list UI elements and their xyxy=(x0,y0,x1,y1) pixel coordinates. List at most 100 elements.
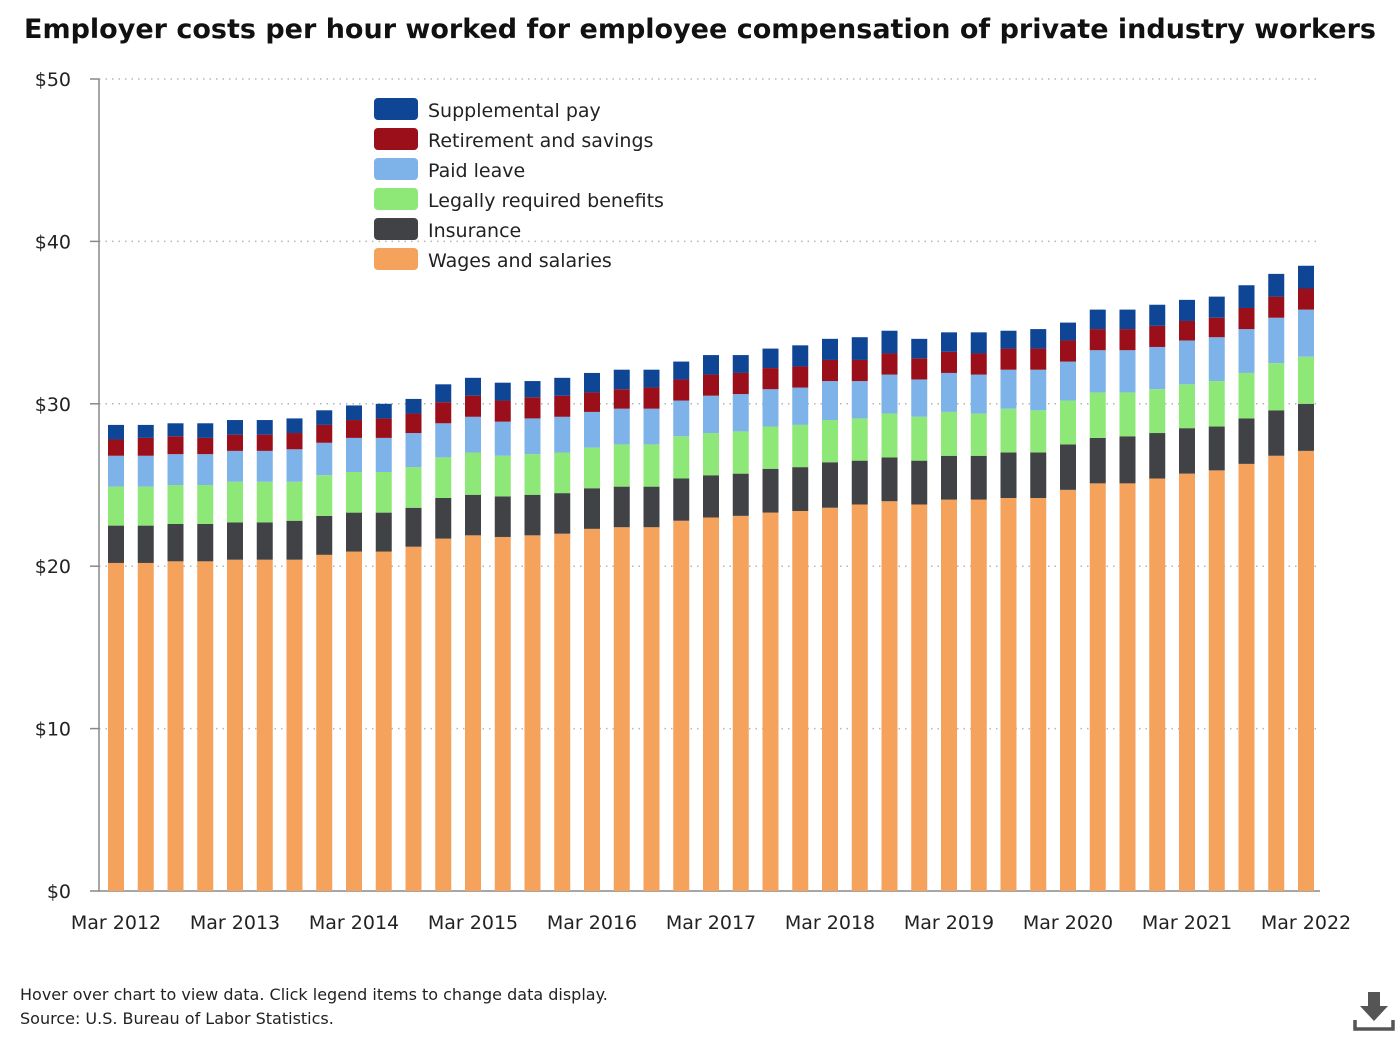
bar-segment[interactable]: Mar 2012 — Wages and salaries: $20.20 xyxy=(108,562,124,891)
bar-segment[interactable]: Dec 2019 — Supplemental pay: $1.20 xyxy=(1030,329,1047,349)
bar-segment[interactable]: Mar 2015 — Insurance: $2.50 xyxy=(465,494,481,536)
bar-segment[interactable]: Dec 2012 — Retirement and savings: $1.00 xyxy=(197,437,214,455)
bar-segment[interactable]: Jun 2013 — Wages and salaries: $20.40 xyxy=(256,559,273,891)
bar-stack[interactable]: Mar 2018 — Wages and salaries: $23.60Mar… xyxy=(822,338,838,891)
bar-segment[interactable]: Jun 2014 — Paid leave: $2.10 xyxy=(375,437,392,473)
bar-segment[interactable]: Sep 2015 — Insurance: $2.50 xyxy=(524,494,541,536)
bar-segment[interactable]: Jun 2012 — Retirement and savings: $1.10 xyxy=(137,437,154,456)
bar-segment[interactable]: Jun 2019 — Insurance: $2.70 xyxy=(970,455,987,500)
bar-segment[interactable]: Jun 2021 — Retirement and savings: $1.20 xyxy=(1208,317,1225,338)
bar-stack[interactable]: Sep 2021 — Wages and salaries: $26.30Sep… xyxy=(1238,285,1255,891)
bar-segment[interactable]: Mar 2018 — Retirement and savings: $1.30 xyxy=(822,359,838,382)
bar-segment[interactable]: Jun 2018 — Insurance: $2.70 xyxy=(851,460,868,505)
bar-segment[interactable]: Sep 2017 — Insurance: $2.70 xyxy=(762,468,779,513)
bar-segment[interactable]: Sep 2016 — Insurance: $2.50 xyxy=(643,486,660,528)
bar-stack[interactable]: Jun 2018 — Wages and salaries: $23.80Jun… xyxy=(851,337,868,891)
bar-segment[interactable]: Dec 2012 — Wages and salaries: $20.30 xyxy=(197,561,214,891)
bar-stack[interactable]: Dec 2016 — Wages and salaries: $22.80Dec… xyxy=(673,361,690,891)
bar-segment[interactable]: Jun 2015 — Legally required benefits: $2… xyxy=(494,455,511,497)
bar-segment[interactable]: Jun 2020 — Paid leave: $2.60 xyxy=(1089,350,1106,393)
bar-segment[interactable]: Dec 2019 — Insurance: $2.80 xyxy=(1030,452,1047,498)
bar-segment[interactable]: Jun 2020 — Supplemental pay: $1.20 xyxy=(1089,309,1106,330)
bar-segment[interactable]: Jun 2018 — Legally required benefits: $2… xyxy=(851,418,868,461)
bar-segment[interactable]: Mar 2019 — Legally required benefits: $2… xyxy=(941,411,957,456)
bar-segment[interactable]: Sep 2018 — Retirement and savings: $1.30 xyxy=(881,353,898,375)
bar-segment[interactable]: Jun 2016 — Insurance: $2.50 xyxy=(613,486,630,528)
bar-segment[interactable]: Sep 2015 — Supplemental pay: $1.00 xyxy=(524,381,541,398)
bar-segment[interactable]: Dec 2016 — Wages and salaries: $22.80 xyxy=(673,520,690,891)
bar-segment[interactable]: Jun 2020 — Retirement and savings: $1.30 xyxy=(1089,329,1106,351)
bar-segment[interactable]: Dec 2021 — Supplemental pay: $1.40 xyxy=(1268,273,1285,297)
bar-stack[interactable]: Dec 2021 — Wages and salaries: $26.80Dec… xyxy=(1268,273,1285,891)
bar-segment[interactable]: Mar 2018 — Insurance: $2.80 xyxy=(822,462,838,508)
bar-segment[interactable]: Jun 2015 — Paid leave: $2.10 xyxy=(494,421,511,456)
bar-segment[interactable]: Sep 2017 — Paid leave: $2.30 xyxy=(762,389,779,427)
bar-segment[interactable]: Jun 2021 — Insurance: $2.70 xyxy=(1208,426,1225,471)
bar-segment[interactable]: Mar 2016 — Insurance: $2.50 xyxy=(584,488,600,529)
bar-segment[interactable]: Jun 2012 — Paid leave: $1.90 xyxy=(137,455,154,487)
bar-segment[interactable]: Dec 2012 — Legally required benefits: $2… xyxy=(197,485,214,524)
bar-segment[interactable]: Dec 2021 — Legally required benefits: $2… xyxy=(1268,363,1285,411)
bar-segment[interactable]: Mar 2022 — Paid leave: $2.90 xyxy=(1298,309,1314,357)
bar-stack[interactable]: Jun 2015 — Wages and salaries: $21.80Jun… xyxy=(494,382,511,891)
bar-segment[interactable]: Dec 2020 — Paid leave: $2.60 xyxy=(1149,346,1166,390)
bar-stack[interactable]: Mar 2019 — Wages and salaries: $24.10Mar… xyxy=(941,332,957,891)
bar-segment[interactable]: Mar 2017 — Paid leave: $2.30 xyxy=(703,395,719,434)
bar-segment[interactable]: Dec 2020 — Wages and salaries: $25.40 xyxy=(1149,478,1166,891)
bar-segment[interactable]: Sep 2017 — Supplemental pay: $1.20 xyxy=(762,348,779,369)
bar-segment[interactable]: Mar 2017 — Retirement and savings: $1.30 xyxy=(703,374,719,396)
bar-stack[interactable]: Mar 2017 — Wages and salaries: $23.00Mar… xyxy=(703,355,719,891)
bar-segment[interactable]: Sep 2021 — Legally required benefits: $2… xyxy=(1238,372,1255,419)
bar-segment[interactable]: Dec 2015 — Paid leave: $2.20 xyxy=(554,416,571,453)
bar-segment[interactable]: Sep 2012 — Retirement and savings: $1.10 xyxy=(167,436,184,455)
bar-segment[interactable]: Mar 2012 — Paid leave: $1.90 xyxy=(108,455,124,487)
bar-segment[interactable]: Jun 2016 — Paid leave: $2.20 xyxy=(613,408,630,445)
bar-segment[interactable]: Jun 2014 — Wages and salaries: $20.90 xyxy=(375,551,392,891)
bar-segment[interactable]: Jun 2019 — Retirement and savings: $1.30 xyxy=(970,353,987,375)
bar-stack[interactable]: Dec 2018 — Wages and salaries: $23.80 Dec… xyxy=(911,338,928,891)
bar-segment[interactable]: Jun 2017 — Wages and salaries: $23.10 xyxy=(732,515,749,891)
bar-segment[interactable]: Sep 2020 — Paid leave: $2.60 xyxy=(1119,350,1136,393)
bar-segment[interactable]: Sep 2019 — Insurance: $2.80 xyxy=(1000,452,1017,498)
bar-stack[interactable]: Mar 2015 — Wages and salaries: $21.90Mar… xyxy=(465,377,481,891)
bar-segment[interactable]: Dec 2019 — Wages and salaries: $24.20 xyxy=(1030,497,1047,891)
bar-segment[interactable]: Sep 2020 — Supplemental pay: $1.20 xyxy=(1119,309,1136,330)
bar-segment[interactable]: Jun 2013 — Paid leave: $1.90 xyxy=(256,450,273,482)
bar-segment[interactable]: Jun 2020 — Legally required benefits: $2… xyxy=(1089,392,1106,438)
bar-segment[interactable]: Jun 2013 — Retirement and savings: $1.00 xyxy=(256,434,273,451)
bar-segment[interactable]: Jun 2021 — Legally required benefits: $2… xyxy=(1208,381,1225,427)
bar-segment[interactable]: Jun 2017 — Supplemental pay: $1.10 xyxy=(732,355,749,373)
bar-segment[interactable]: Jun 2019 — Wages and salaries: $24.10 xyxy=(970,499,987,891)
bar-segment[interactable]: Dec 2018 — Paid leave: $2.30 xyxy=(911,379,928,417)
bar-segment[interactable]: Jun 2015 — Insurance: $2.50 xyxy=(494,496,511,537)
bar-segment[interactable]: Dec 2018 — Wages and salaries: $23.80 xyxy=(911,504,928,891)
bar-segment[interactable]: Dec 2017 — Insurance: $2.70 xyxy=(792,467,809,511)
bar-segment[interactable]: Sep 2017 — Wages and salaries: $23.30 xyxy=(762,512,779,891)
bar-segment[interactable]: Dec 2014 — Wages and salaries: $21.70 xyxy=(435,538,452,891)
bar-segment[interactable]: Mar 2021 — Insurance: $2.80 xyxy=(1179,428,1195,474)
legend-item[interactable]: Paid leave xyxy=(374,158,525,182)
bar-segment[interactable]: Sep 2019 — Wages and salaries: $24.20 xyxy=(1000,497,1017,891)
bar-segment[interactable]: Jun 2012 — Supplemental pay: $0.80 xyxy=(137,424,154,438)
bar-stack[interactable]: Sep 2018 — Wages and salaries: $24.00Sep… xyxy=(881,330,898,891)
bar-stack[interactable]: Sep 2019 — Wages and salaries: $24.20Sep… xyxy=(1000,330,1017,891)
bar-stack[interactable]: Mar 2020 — Wages and salaries: $24.70Mar… xyxy=(1060,322,1076,891)
bar-segment[interactable]: Dec 2012 — Paid leave: $1.90 xyxy=(197,454,214,485)
bar-segment[interactable]: Sep 2014 — Legally required benefits: $2… xyxy=(405,467,422,508)
bar-segment[interactable]: Dec 2013 — Retirement and savings: $1.10 xyxy=(316,424,333,443)
bar-segment[interactable]: Jun 2021 — Wages and salaries: $25.90 xyxy=(1208,470,1225,891)
bar-segment[interactable]: Jun 2017 — Insurance: $2.60 xyxy=(732,473,749,516)
bar-segment[interactable]: Dec 2017 — Legally required benefits: $2… xyxy=(792,424,809,468)
bar-stack[interactable]: Dec 2017 — Wages and salaries: $23.40Dec… xyxy=(792,345,809,891)
bar-stack[interactable]: Mar 2013 — Wages and salaries: $20.40Mar… xyxy=(227,420,243,891)
bar-segment[interactable]: Mar 2020 — Insurance: $2.80 xyxy=(1060,444,1076,490)
bar-segment[interactable]: Sep 2021 — Supplemental pay: $1.40 xyxy=(1238,285,1255,308)
bar-segment[interactable]: Mar 2013 — Retirement and savings: $1.00 xyxy=(227,434,243,451)
bar-stack[interactable]: Mar 2012 — Wages and salaries: $20.20 Mar… xyxy=(108,424,124,891)
bar-segment[interactable]: Jun 2014 — Insurance: $2.40 xyxy=(375,512,392,552)
bar-segment[interactable]: Mar 2021 — Supplemental pay: $1.30 xyxy=(1179,299,1195,321)
bar-segment[interactable]: Mar 2016 — Wages and salaries: $22.30 xyxy=(584,528,600,891)
bar-segment[interactable]: Dec 2014 — Legally required benefits: $2… xyxy=(435,457,452,498)
bar-stack[interactable]: Mar 2022 — Wages and salaries: $27.10Mar… xyxy=(1298,265,1314,891)
bar-segment[interactable]: Jun 2015 — Supplemental pay: $1.10 xyxy=(494,382,511,401)
